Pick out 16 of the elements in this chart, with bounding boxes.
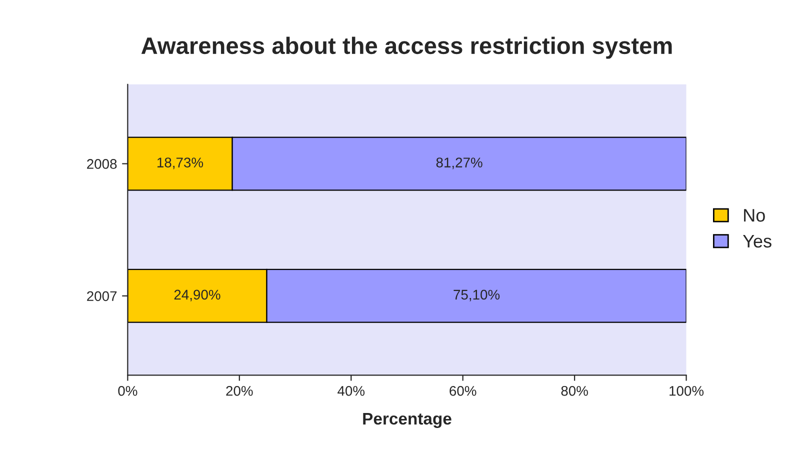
data-label: 18,73% [158, 158, 204, 170]
x-tick-label: 40% [338, 386, 365, 396]
data-label: 24,90% [174, 290, 220, 302]
x-tick-label: 0% [118, 386, 138, 396]
legend-label: Yes [742, 234, 772, 248]
x-tick-label: 20% [226, 386, 253, 396]
x-tick-label: 80% [561, 386, 588, 396]
legend-label: No [744, 209, 765, 222]
chart-title: Awareness about the access restriction system [141, 36, 672, 59]
data-label: 81,27% [436, 158, 482, 170]
x-tick-label: 100% [670, 386, 704, 396]
x-axis-title: Percentage [363, 412, 452, 428]
x-tick-label: 60% [450, 386, 476, 396]
y-tick-label: 2007 [87, 291, 117, 302]
y-tick-label: 2008 [87, 159, 117, 169]
data-label: 75,10% [454, 290, 500, 302]
